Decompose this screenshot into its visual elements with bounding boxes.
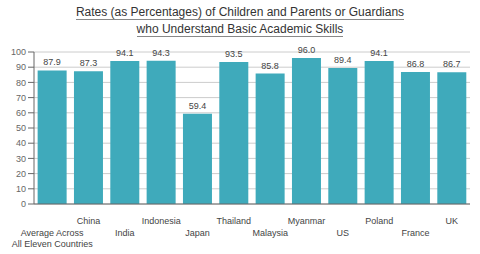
- svg-text:Japan: Japan: [185, 228, 210, 238]
- svg-text:Poland: Poland: [365, 216, 393, 226]
- svg-text:100: 100: [11, 47, 26, 57]
- svg-text:UK: UK: [446, 216, 459, 226]
- svg-text:96.0: 96.0: [298, 45, 316, 55]
- svg-text:89.4: 89.4: [334, 55, 352, 65]
- svg-text:Average Across: Average Across: [21, 228, 84, 238]
- svg-text:90: 90: [16, 62, 26, 72]
- svg-text:All Eleven Countries: All Eleven Countries: [12, 239, 94, 249]
- svg-text:US: US: [337, 228, 350, 238]
- svg-text:94.1: 94.1: [370, 48, 388, 58]
- svg-text:94.3: 94.3: [152, 48, 170, 58]
- html-text:who Understand Basic Academic: who Understand Basic Academic Skills: [136, 22, 344, 36]
- svg-text:France: France: [401, 228, 429, 238]
- svg-text:30: 30: [16, 154, 26, 164]
- svg-text:59.4: 59.4: [189, 101, 207, 111]
- svg-text:10: 10: [16, 184, 26, 194]
- html-text:Rates (as Percentages) of Chil: Rates (as Percentages) of Children and P…: [75, 5, 405, 19]
- svg-text:94.1: 94.1: [116, 48, 134, 58]
- svg-text:20: 20: [16, 169, 26, 179]
- svg-text:86.8: 86.8: [407, 59, 425, 69]
- svg-text:0: 0: [21, 199, 26, 209]
- svg-text:86.7: 86.7: [443, 59, 461, 69]
- svg-text:Myanmar: Myanmar: [288, 216, 326, 226]
- svg-text:87.9: 87.9: [43, 57, 61, 67]
- svg-text:Indonesia: Indonesia: [142, 216, 181, 226]
- svg-text:85.8: 85.8: [261, 61, 279, 71]
- svg-text:China: China: [77, 216, 101, 226]
- svg-text:India: India: [115, 228, 135, 238]
- svg-text:50: 50: [16, 123, 26, 133]
- svg-text:Malaysia: Malaysia: [252, 228, 288, 238]
- svg-text:87.3: 87.3: [80, 58, 98, 68]
- svg-text:80: 80: [16, 78, 26, 88]
- svg-text:93.5: 93.5: [225, 49, 243, 59]
- svg-text:40: 40: [16, 138, 26, 148]
- svg-text:Thailand: Thailand: [217, 216, 252, 226]
- svg-text:70: 70: [16, 93, 26, 103]
- svg-text:60: 60: [16, 108, 26, 118]
